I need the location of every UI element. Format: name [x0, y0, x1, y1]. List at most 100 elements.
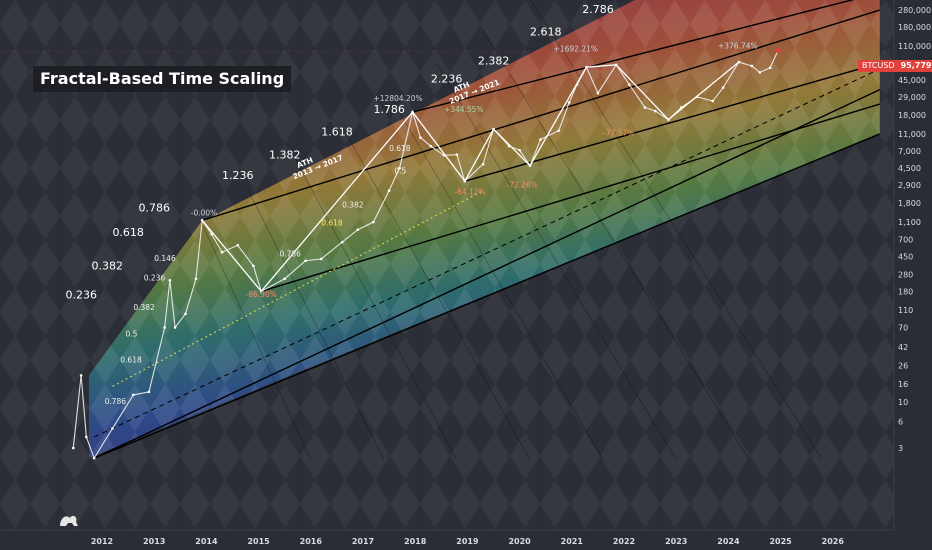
- y-axis-panel: [894, 0, 932, 550]
- x-tick-label: 2013: [143, 537, 165, 546]
- chart-title: Fractal-Based Time Scaling: [33, 66, 292, 92]
- price-point: [711, 99, 715, 103]
- y-tick-label: 110,000: [898, 42, 931, 51]
- x-tick-label: 2018: [404, 537, 427, 546]
- x-tick-label: 2022: [613, 537, 635, 546]
- price-point: [398, 166, 401, 170]
- fan-line: [247, 190, 385, 460]
- fan-line: [341, 126, 531, 461]
- channel-line: [412, 0, 855, 113]
- y-tick-label: 180,000: [898, 23, 931, 32]
- percent-annotation: +12804.20%: [373, 94, 422, 103]
- fib-small-label: 0.5: [394, 167, 406, 176]
- fan-line: [435, 62, 677, 461]
- price-point: [596, 91, 600, 95]
- channel-line: [464, 62, 880, 182]
- fib-level-label: 2.786: [582, 3, 614, 16]
- y-tick-label: 2,900: [898, 181, 921, 190]
- fib-level-label: 1.618: [321, 126, 353, 139]
- percent-annotation: +1692.21%: [554, 44, 598, 53]
- y-tick-label: 280,000: [898, 6, 931, 15]
- y-tick-label: 1,100: [898, 218, 921, 227]
- ticker-price: 95,779: [900, 61, 932, 70]
- percent-annotation: -77.57%: [603, 129, 634, 138]
- y-tick-label: 700: [898, 235, 913, 244]
- price-point: [481, 162, 485, 166]
- price-point: [194, 277, 198, 281]
- percent-annotation: -84.12%: [454, 188, 485, 197]
- price-point: [518, 148, 521, 152]
- y-tick-label: 11,000: [898, 130, 926, 139]
- price-point: [210, 232, 213, 236]
- fan-line: [294, 158, 458, 460]
- price-point: [387, 189, 391, 192]
- price-point: [220, 250, 224, 254]
- x-tick-label: 2019: [456, 537, 479, 546]
- price-point: [539, 138, 542, 141]
- price-point: [356, 228, 360, 232]
- price-point: [557, 129, 561, 132]
- price-point: [184, 312, 187, 316]
- channel-dashed-line: [93, 68, 880, 438]
- fib-small-label: 0.786: [105, 397, 127, 406]
- y-tick-label: 1,800: [898, 199, 921, 208]
- y-tick-label: 42: [898, 343, 908, 352]
- price-point: [340, 240, 344, 244]
- fib-level-label: 2.618: [530, 25, 562, 38]
- fib-small-label: 0.618: [321, 219, 343, 228]
- fan-line: [530, 0, 823, 461]
- price-point: [252, 264, 255, 268]
- logo-shape: [60, 515, 78, 526]
- y-tick-label: 6: [898, 417, 903, 426]
- price-point: [236, 243, 240, 247]
- price-tag: BTCUSD 95,779: [858, 60, 932, 72]
- channel-line: [93, 89, 881, 459]
- fan-line: [200, 221, 312, 460]
- fib-level-label: 1.382: [269, 148, 301, 161]
- fib-small-label: 0.786: [279, 249, 301, 258]
- price-point: [283, 277, 287, 281]
- price-point: [132, 393, 135, 397]
- price-point: [372, 220, 375, 224]
- y-tick-label: 110: [898, 306, 913, 315]
- fib-small-label: 0.146: [154, 254, 176, 263]
- price-point: [758, 71, 762, 74]
- price-point: [304, 259, 307, 263]
- price-point: [111, 427, 114, 430]
- y-tick-label: 70: [898, 323, 908, 332]
- percent-annotation: +344.55%: [444, 105, 484, 114]
- channel-line: [261, 103, 880, 292]
- y-tick-label: 16: [898, 380, 908, 389]
- y-tick-label: 26: [898, 361, 908, 370]
- x-axis-panel: [0, 530, 932, 550]
- x-tick-label: 2026: [822, 537, 845, 546]
- x-tick-label: 2016: [300, 537, 323, 546]
- price-point: [455, 153, 459, 156]
- price-point: [168, 279, 172, 282]
- y-tick-label: 180: [898, 287, 913, 296]
- price-point: [567, 101, 571, 104]
- fib-small-label: 0.618: [120, 356, 142, 365]
- x-tick-label: 2017: [352, 537, 374, 546]
- y-tick-label: 10: [898, 398, 908, 407]
- fib-small-label: 0.618: [389, 144, 411, 153]
- price-point: [429, 144, 433, 148]
- price-point: [419, 136, 422, 139]
- price-point: [768, 66, 772, 70]
- fib-small-label: 0.382: [133, 303, 155, 312]
- fib-level-label: 0.236: [65, 288, 97, 301]
- y-tick-label: 3: [898, 444, 903, 453]
- price-point: [750, 64, 754, 68]
- price-point: [85, 435, 88, 439]
- fib-level-label: 2.382: [478, 54, 510, 67]
- price-point: [163, 326, 166, 329]
- fib-level-label: 0.382: [92, 259, 124, 272]
- price-point: [319, 257, 323, 261]
- x-tick-label: 2020: [508, 537, 531, 546]
- price-point: [643, 106, 647, 109]
- price-point: [92, 456, 96, 460]
- fib-small-label: 0.5: [125, 330, 137, 339]
- fan-line: [388, 94, 604, 461]
- price-point: [79, 374, 83, 377]
